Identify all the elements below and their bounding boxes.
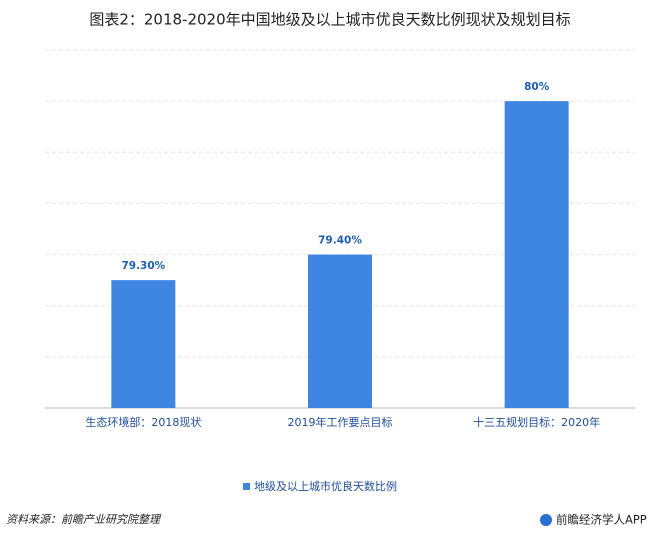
chart-title: 图表2：2018-2020年中国地级及以上城市优良天数比例现状及规划目标 (89, 11, 570, 29)
bar (111, 280, 176, 408)
data-label: 79.30% (121, 260, 165, 272)
legend-label: 地级及以上城市优良天数比例 (254, 479, 397, 493)
bar (308, 254, 372, 408)
x-tick-label: 生态环境部：2018现状 (85, 415, 201, 429)
bar (504, 101, 569, 409)
data-label: 79.40% (318, 235, 362, 247)
x-tick-label: 2019年工作要点目标 (288, 415, 393, 429)
brand-icon (540, 514, 552, 526)
legend-swatch (243, 483, 250, 490)
data-label: 80% (524, 81, 550, 93)
source-note: 资料来源：前瞻产业研究院整理 (6, 513, 162, 526)
x-tick-label: 十三五规划目标：2020年 (473, 415, 600, 429)
brand-text: 前瞻经济学人APP (556, 513, 647, 527)
